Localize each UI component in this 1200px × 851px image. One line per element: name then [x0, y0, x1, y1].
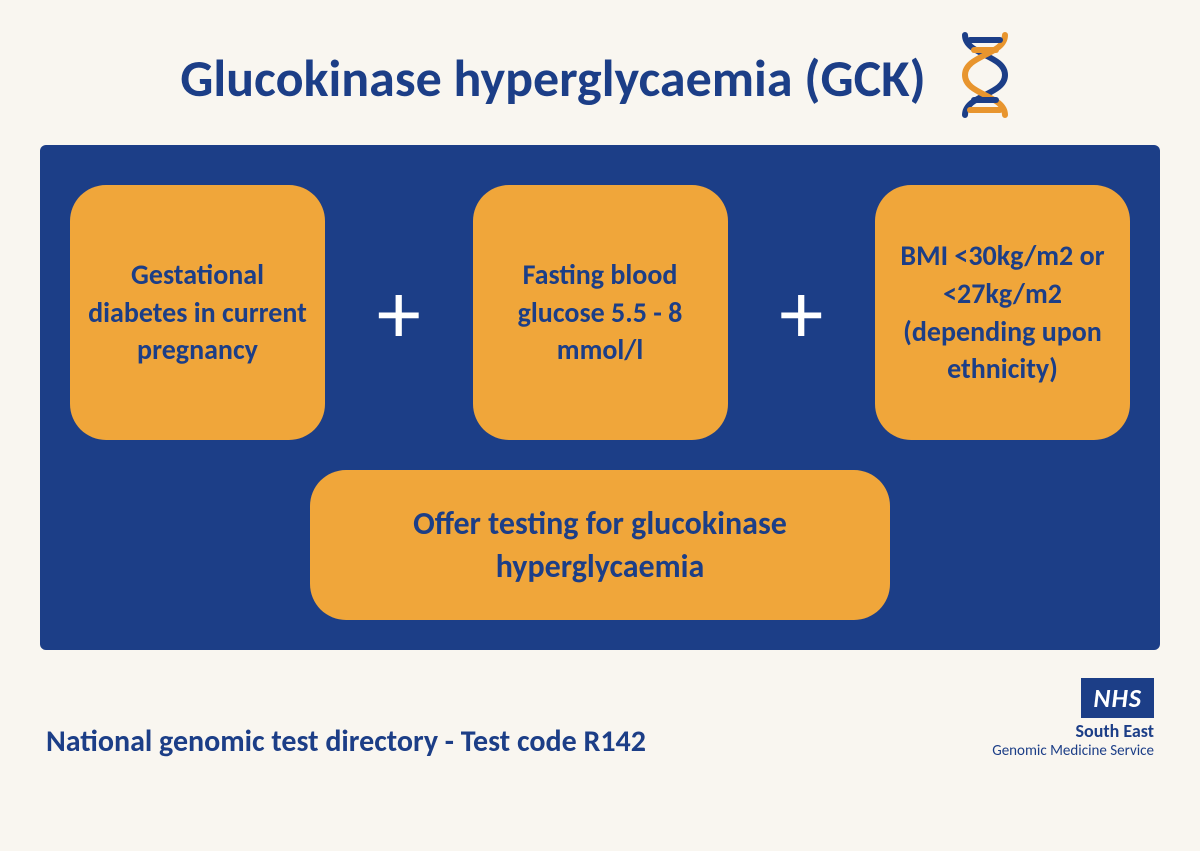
criteria-row: Gestational diabetes in current pregnanc…: [70, 185, 1130, 440]
criteria-card-1: Gestational diabetes in current pregnanc…: [70, 185, 325, 440]
result-row: Offer testing for glucokinase hyperglyca…: [70, 470, 1130, 620]
criteria-card-2: Fasting blood glucose 5.5 - 8 mmol/l: [473, 185, 728, 440]
title-row: Glucokinase hyperglycaemia (GCK): [40, 30, 1160, 125]
plus-icon: +: [364, 269, 434, 357]
nhs-logo: NHS: [1081, 678, 1154, 718]
criteria-panel: Gestational diabetes in current pregnanc…: [40, 145, 1160, 650]
dna-icon: [950, 30, 1020, 125]
nhs-region: South East: [992, 720, 1154, 742]
plus-icon: +: [766, 269, 836, 357]
criteria-card-3: BMI <30kg/m2 or <27kg/m2 (depending upon…: [875, 185, 1130, 440]
nhs-service: Genomic Medicine Service: [992, 742, 1154, 760]
slide: Glucokinase hyperglycaemia (GCK) Gestati…: [0, 0, 1200, 851]
nhs-branding: NHS South East Genomic Medicine Service: [992, 678, 1154, 760]
footer-text: National genomic test directory - Test c…: [46, 723, 646, 760]
result-card: Offer testing for glucokinase hyperglyca…: [310, 470, 890, 620]
footer-row: National genomic test directory - Test c…: [40, 678, 1160, 760]
page-title: Glucokinase hyperglycaemia (GCK): [180, 46, 926, 110]
